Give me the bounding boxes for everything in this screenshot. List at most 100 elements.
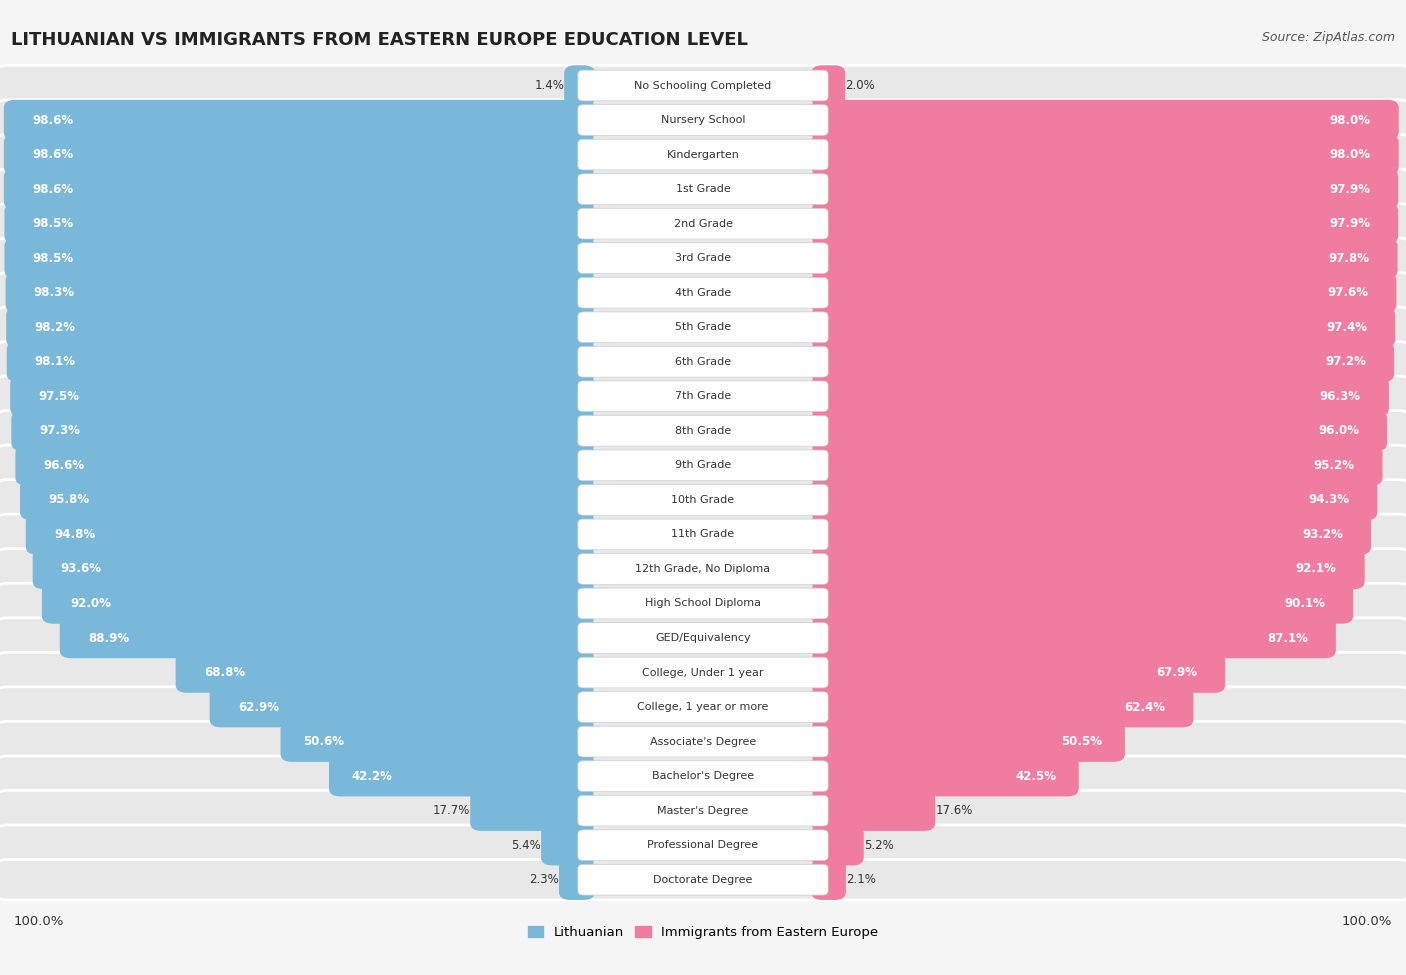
- FancyBboxPatch shape: [811, 583, 1353, 624]
- Text: College, Under 1 year: College, Under 1 year: [643, 668, 763, 678]
- Text: GED/Equivalency: GED/Equivalency: [655, 633, 751, 644]
- FancyBboxPatch shape: [20, 480, 595, 520]
- Text: 87.1%: 87.1%: [1267, 632, 1308, 644]
- FancyBboxPatch shape: [578, 277, 828, 308]
- FancyBboxPatch shape: [15, 446, 595, 486]
- Text: College, 1 year or more: College, 1 year or more: [637, 702, 769, 712]
- FancyBboxPatch shape: [560, 860, 595, 900]
- FancyBboxPatch shape: [0, 480, 1406, 520]
- Text: 97.9%: 97.9%: [1329, 182, 1369, 196]
- Text: 100.0%: 100.0%: [1341, 915, 1392, 928]
- FancyBboxPatch shape: [811, 204, 1398, 244]
- FancyBboxPatch shape: [578, 415, 828, 447]
- FancyBboxPatch shape: [4, 135, 595, 175]
- FancyBboxPatch shape: [0, 791, 1406, 831]
- Text: 8th Grade: 8th Grade: [675, 426, 731, 436]
- FancyBboxPatch shape: [811, 549, 1365, 589]
- FancyBboxPatch shape: [811, 791, 935, 831]
- FancyBboxPatch shape: [811, 135, 1399, 175]
- FancyBboxPatch shape: [0, 341, 1406, 382]
- Text: 98.5%: 98.5%: [32, 217, 73, 230]
- FancyBboxPatch shape: [578, 209, 828, 239]
- FancyBboxPatch shape: [578, 243, 828, 274]
- FancyBboxPatch shape: [811, 272, 1396, 313]
- FancyBboxPatch shape: [0, 514, 1406, 555]
- Text: 2.0%: 2.0%: [845, 79, 875, 92]
- Text: 2nd Grade: 2nd Grade: [673, 218, 733, 229]
- FancyBboxPatch shape: [281, 722, 595, 761]
- FancyBboxPatch shape: [811, 480, 1378, 520]
- FancyBboxPatch shape: [4, 204, 595, 244]
- Text: 12th Grade, No Diploma: 12th Grade, No Diploma: [636, 564, 770, 574]
- FancyBboxPatch shape: [25, 514, 595, 555]
- Text: 4th Grade: 4th Grade: [675, 288, 731, 297]
- Text: 68.8%: 68.8%: [204, 666, 245, 679]
- FancyBboxPatch shape: [0, 549, 1406, 589]
- FancyBboxPatch shape: [811, 825, 863, 866]
- FancyBboxPatch shape: [10, 376, 595, 416]
- Text: 98.6%: 98.6%: [32, 113, 73, 127]
- FancyBboxPatch shape: [541, 825, 595, 866]
- FancyBboxPatch shape: [0, 65, 1406, 105]
- FancyBboxPatch shape: [811, 514, 1371, 555]
- FancyBboxPatch shape: [811, 860, 846, 900]
- Text: 97.4%: 97.4%: [1326, 321, 1367, 333]
- Text: 95.8%: 95.8%: [48, 493, 89, 506]
- FancyBboxPatch shape: [578, 657, 828, 688]
- FancyBboxPatch shape: [811, 686, 1194, 727]
- Text: 62.4%: 62.4%: [1125, 701, 1166, 714]
- FancyBboxPatch shape: [811, 618, 1336, 658]
- FancyBboxPatch shape: [811, 169, 1398, 210]
- Text: 98.2%: 98.2%: [34, 321, 76, 333]
- Text: 17.7%: 17.7%: [433, 804, 470, 817]
- FancyBboxPatch shape: [578, 70, 828, 100]
- Text: 98.0%: 98.0%: [1330, 113, 1371, 127]
- FancyBboxPatch shape: [0, 272, 1406, 313]
- Text: Associate's Degree: Associate's Degree: [650, 736, 756, 747]
- Text: 94.3%: 94.3%: [1308, 493, 1350, 506]
- Text: 100.0%: 100.0%: [14, 915, 65, 928]
- Text: 88.9%: 88.9%: [89, 632, 129, 644]
- FancyBboxPatch shape: [578, 450, 828, 481]
- Text: LITHUANIAN VS IMMIGRANTS FROM EASTERN EUROPE EDUCATION LEVEL: LITHUANIAN VS IMMIGRANTS FROM EASTERN EU…: [11, 31, 748, 49]
- FancyBboxPatch shape: [470, 791, 595, 831]
- FancyBboxPatch shape: [811, 446, 1382, 486]
- Text: 6th Grade: 6th Grade: [675, 357, 731, 367]
- Text: Master's Degree: Master's Degree: [658, 805, 748, 816]
- Text: 92.0%: 92.0%: [70, 597, 111, 610]
- Text: 96.0%: 96.0%: [1317, 424, 1360, 438]
- FancyBboxPatch shape: [578, 381, 828, 411]
- FancyBboxPatch shape: [0, 686, 1406, 727]
- FancyBboxPatch shape: [60, 618, 595, 658]
- Text: 42.5%: 42.5%: [1015, 769, 1056, 783]
- Text: 98.0%: 98.0%: [1330, 148, 1371, 161]
- FancyBboxPatch shape: [0, 618, 1406, 658]
- FancyBboxPatch shape: [6, 272, 595, 313]
- FancyBboxPatch shape: [0, 238, 1406, 279]
- Text: 93.2%: 93.2%: [1302, 527, 1343, 541]
- FancyBboxPatch shape: [578, 691, 828, 722]
- FancyBboxPatch shape: [578, 104, 828, 136]
- Text: 97.2%: 97.2%: [1324, 355, 1367, 369]
- Legend: Lithuanian, Immigrants from Eastern Europe: Lithuanian, Immigrants from Eastern Euro…: [523, 920, 883, 944]
- FancyBboxPatch shape: [32, 549, 595, 589]
- Text: 98.1%: 98.1%: [35, 355, 76, 369]
- FancyBboxPatch shape: [0, 135, 1406, 175]
- Text: 7th Grade: 7th Grade: [675, 391, 731, 402]
- FancyBboxPatch shape: [11, 410, 595, 451]
- Text: 2.1%: 2.1%: [846, 874, 876, 886]
- Text: Nursery School: Nursery School: [661, 115, 745, 125]
- Text: 92.1%: 92.1%: [1296, 563, 1337, 575]
- FancyBboxPatch shape: [0, 652, 1406, 693]
- FancyBboxPatch shape: [7, 341, 595, 382]
- FancyBboxPatch shape: [0, 99, 1406, 140]
- FancyBboxPatch shape: [578, 554, 828, 584]
- FancyBboxPatch shape: [578, 830, 828, 861]
- Text: 98.6%: 98.6%: [32, 182, 73, 196]
- FancyBboxPatch shape: [209, 686, 595, 727]
- Text: 96.6%: 96.6%: [44, 459, 84, 472]
- FancyBboxPatch shape: [0, 410, 1406, 451]
- FancyBboxPatch shape: [578, 139, 828, 170]
- FancyBboxPatch shape: [811, 410, 1388, 451]
- Text: Doctorate Degree: Doctorate Degree: [654, 875, 752, 884]
